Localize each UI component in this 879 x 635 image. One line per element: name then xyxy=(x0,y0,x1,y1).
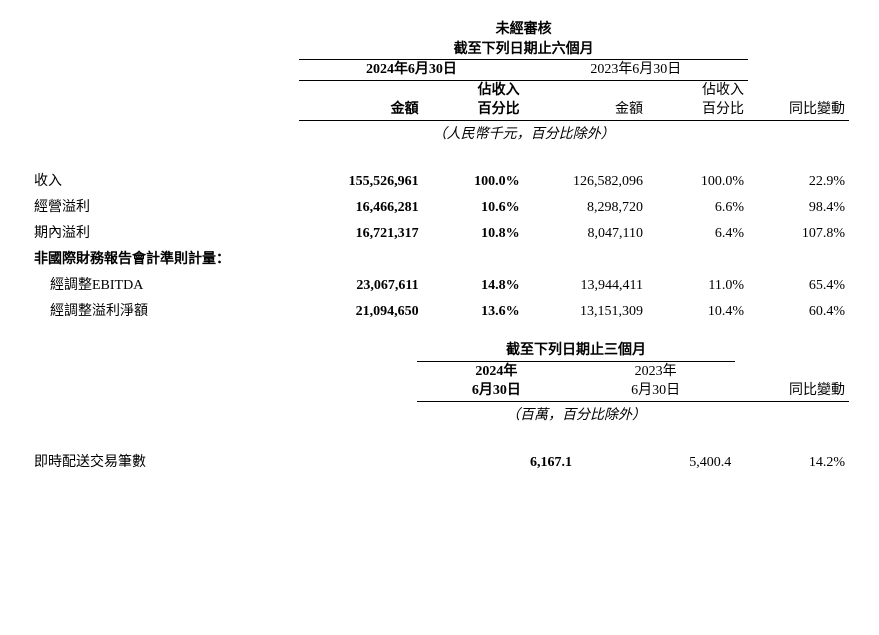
amount-2023: 8,298,720 xyxy=(524,193,647,219)
table-row: 經調整EBITDA 23,067,611 14.8% 13,944,411 11… xyxy=(30,271,849,297)
sub-amount-2024: 金額 xyxy=(299,100,422,120)
pct-2023: 6.4% xyxy=(647,219,748,245)
amount-2024: 155,526,961 xyxy=(299,167,422,193)
pct-2024: 10.6% xyxy=(423,193,524,219)
row-label: 即時配送交易筆數 xyxy=(30,448,417,474)
yoy-change: 22.9% xyxy=(748,167,849,193)
pct-2024: 14.8% xyxy=(423,271,524,297)
table-row: 收入 155,526,961 100.0% 126,582,096 100.0%… xyxy=(30,167,849,193)
col-header-2024: 2024年6月30日 xyxy=(299,60,523,81)
value-2023: 5,400.4 xyxy=(576,448,735,474)
amount-2023: 8,047,110 xyxy=(524,219,647,245)
amount-2023: 126,582,096 xyxy=(524,167,647,193)
sub-pct-2023-line2: 百分比 xyxy=(647,100,748,120)
row-label: 經調整EBITDA xyxy=(30,271,299,297)
table-row: 經營溢利 16,466,281 10.6% 8,298,720 6.6% 98.… xyxy=(30,193,849,219)
amount-2024: 23,067,611 xyxy=(299,271,422,297)
amount-2024: 16,466,281 xyxy=(299,193,422,219)
table-row: 經調整溢利淨額 21,094,650 13.6% 13,151,309 10.4… xyxy=(30,297,849,323)
six-month-financials-table: 未經審核 截至下列日期止六個月 2024年6月30日 2023年6月30日 佔收… xyxy=(30,20,849,323)
three-month-operational-table: 截至下列日期止三個月 2024年 2023年 6月30日 6月30日 同比變動 … xyxy=(30,341,849,474)
col-2024-line2: 6月30日 xyxy=(417,381,576,401)
non-ifrs-heading: 非國際財務報告會計準則計量： xyxy=(30,245,849,271)
row-label: 經營溢利 xyxy=(30,193,299,219)
amount-2024: 16,721,317 xyxy=(299,219,422,245)
header-period-6m: 截至下列日期止六個月 xyxy=(299,40,748,60)
sub-pct-2024-line2: 百分比 xyxy=(423,100,524,120)
sub-pct-2023-line1: 佔收入 xyxy=(647,80,748,100)
table-row: 即時配送交易筆數 6,167.1 5,400.4 14.2% xyxy=(30,448,849,474)
unit-note-6m: （人民幣千元，百分比除外） xyxy=(299,120,748,149)
value-2024: 6,167.1 xyxy=(417,448,576,474)
col-2023-line2: 6月30日 xyxy=(576,381,735,401)
yoy-change: 14.2% xyxy=(735,448,849,474)
col-2024-line1: 2024年 xyxy=(417,361,576,381)
header-unaudited: 未經審核 xyxy=(299,20,748,40)
sub-yoy-3m: 同比變動 xyxy=(735,381,849,401)
table-row: 非國際財務報告會計準則計量： xyxy=(30,245,849,271)
pct-2024: 100.0% xyxy=(423,167,524,193)
sub-pct-2024-line1: 佔收入 xyxy=(423,80,524,100)
yoy-change: 65.4% xyxy=(748,271,849,297)
col-2023-line1: 2023年 xyxy=(576,361,735,381)
pct-2023: 11.0% xyxy=(647,271,748,297)
row-label: 期內溢利 xyxy=(30,219,299,245)
pct-2023: 10.4% xyxy=(647,297,748,323)
sub-yoy: 同比變動 xyxy=(748,100,849,120)
row-label: 經調整溢利淨額 xyxy=(30,297,299,323)
yoy-change: 107.8% xyxy=(748,219,849,245)
sub-amount-2023: 金額 xyxy=(524,100,647,120)
table-row: 期內溢利 16,721,317 10.8% 8,047,110 6.4% 107… xyxy=(30,219,849,245)
header-period-3m: 截至下列日期止三個月 xyxy=(417,341,736,361)
pct-2023: 100.0% xyxy=(647,167,748,193)
col-header-2023: 2023年6月30日 xyxy=(524,60,748,81)
amount-2023: 13,151,309 xyxy=(524,297,647,323)
pct-2024: 10.8% xyxy=(423,219,524,245)
pct-2024: 13.6% xyxy=(423,297,524,323)
yoy-change: 60.4% xyxy=(748,297,849,323)
row-label: 收入 xyxy=(30,167,299,193)
unit-note-3m: （百萬，百分比除外） xyxy=(417,401,736,430)
amount-2024: 21,094,650 xyxy=(299,297,422,323)
pct-2023: 6.6% xyxy=(647,193,748,219)
amount-2023: 13,944,411 xyxy=(524,271,647,297)
yoy-change: 98.4% xyxy=(748,193,849,219)
